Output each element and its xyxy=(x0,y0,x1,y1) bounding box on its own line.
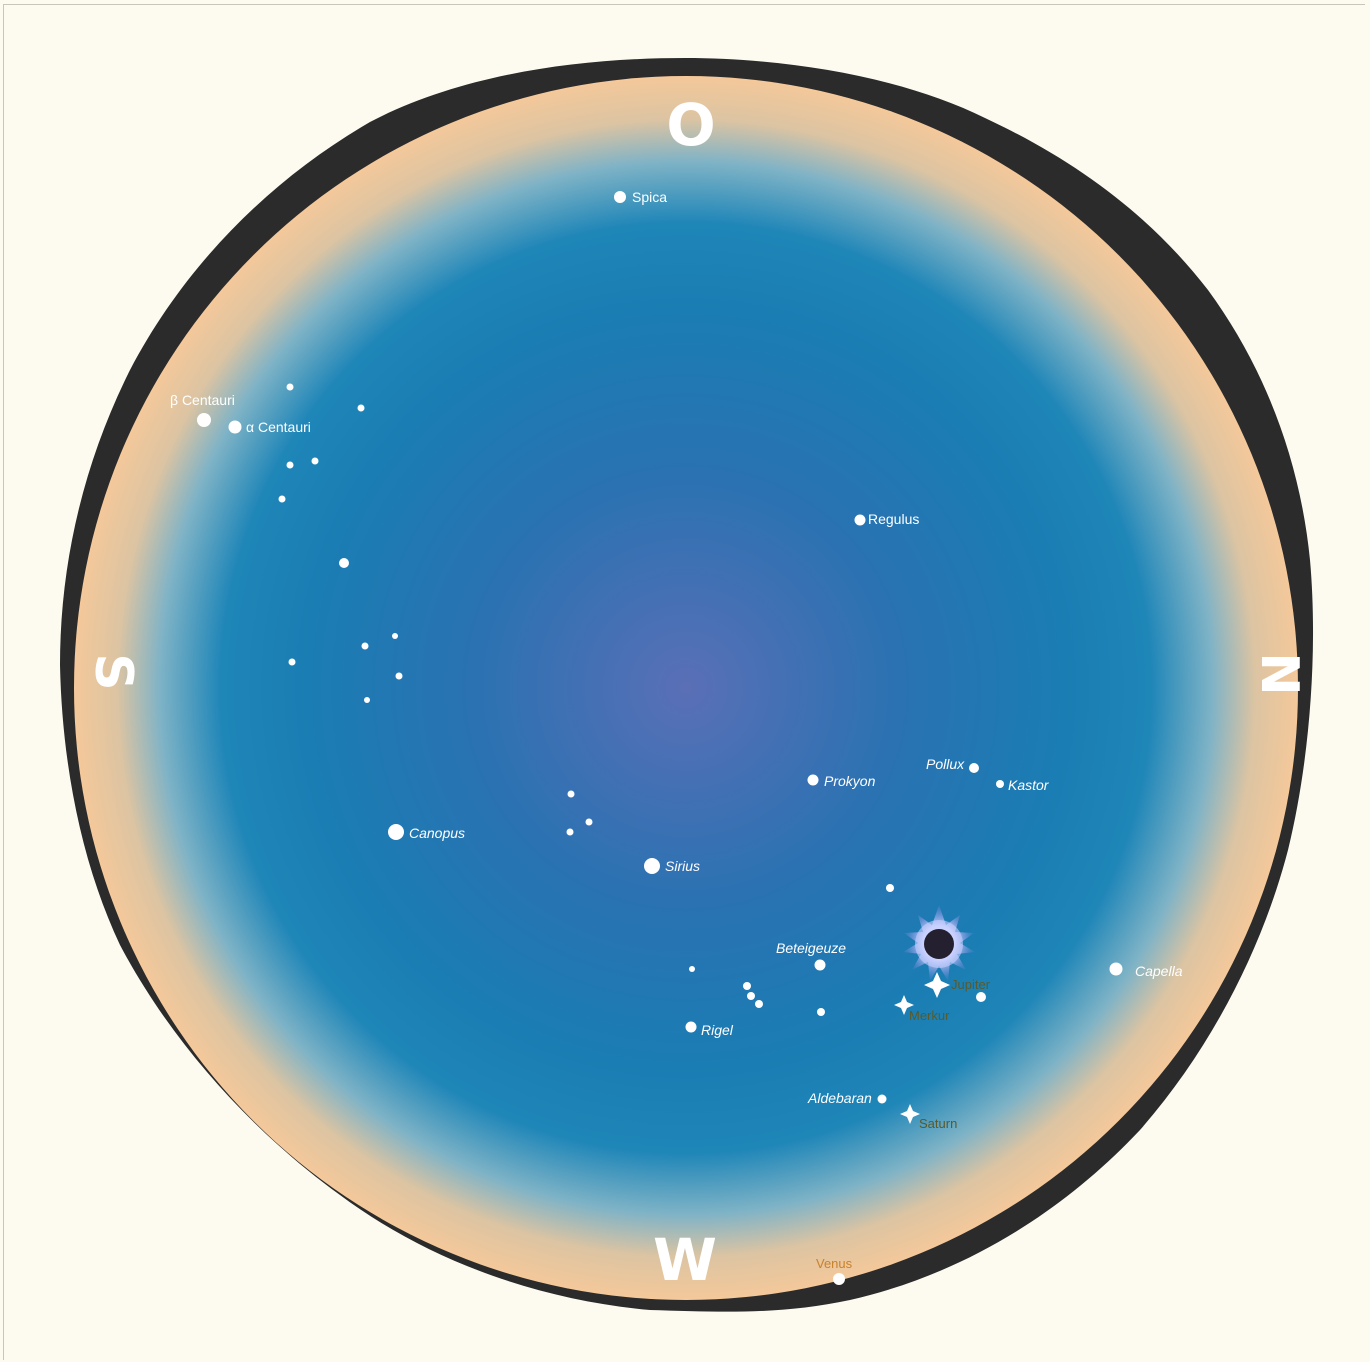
label-alpha-centauri: α Centauri xyxy=(246,419,311,435)
label-kastor: Kastor xyxy=(1008,777,1050,793)
label-venus: Venus xyxy=(816,1256,853,1271)
star-prokyon xyxy=(807,774,819,786)
star xyxy=(747,992,755,1000)
star xyxy=(392,633,398,639)
star xyxy=(339,558,349,568)
star xyxy=(286,383,294,391)
label-pollux: Pollux xyxy=(926,756,965,772)
label-canopus: Canopus xyxy=(409,825,465,841)
star-capella xyxy=(1109,962,1123,976)
star xyxy=(567,790,575,798)
eclipsed-sun-icon xyxy=(903,905,975,981)
star-beta-centauri xyxy=(197,413,211,427)
label-beta-centauri: β Centauri xyxy=(170,392,235,408)
label-capella: Capella xyxy=(1135,963,1183,979)
star xyxy=(278,495,286,503)
star xyxy=(817,1008,825,1016)
star xyxy=(357,404,365,412)
star-rigel xyxy=(685,1021,697,1033)
star-alpha-centauri xyxy=(228,420,242,434)
four-point-star-icon xyxy=(894,995,914,1015)
star xyxy=(311,457,319,465)
direction-left: S xyxy=(83,653,143,690)
star-spica xyxy=(614,191,626,203)
label-saturn: Saturn xyxy=(919,1116,957,1131)
star xyxy=(566,828,574,836)
direction-bottom: W xyxy=(653,1226,717,1294)
direction-right: N xyxy=(1249,652,1309,696)
planet-saturn: Saturn xyxy=(900,1104,957,1131)
direction-top: O xyxy=(666,91,715,159)
label-aldebaran: Aldebaran xyxy=(807,1090,872,1106)
label-merkur: Merkur xyxy=(909,1008,950,1023)
star xyxy=(585,818,593,826)
star xyxy=(743,982,751,990)
star xyxy=(364,697,370,703)
star xyxy=(976,992,986,1002)
star-regulus xyxy=(854,514,866,526)
star-canopus xyxy=(388,824,404,840)
four-point-star-icon xyxy=(924,972,950,998)
label-jupiter: Jupiter xyxy=(951,977,991,992)
label-beteigeuze: Beteigeuze xyxy=(776,940,846,956)
star xyxy=(395,672,403,680)
label-rigel: Rigel xyxy=(701,1022,734,1038)
star xyxy=(755,1000,763,1008)
label-sirius: Sirius xyxy=(665,858,700,874)
label-prokyon: Prokyon xyxy=(824,773,876,789)
star xyxy=(288,658,296,666)
figure-frame xyxy=(3,4,1365,1360)
sky-disk xyxy=(74,76,1298,1300)
four-point-star-icon xyxy=(900,1104,920,1124)
star xyxy=(689,966,695,972)
star xyxy=(886,884,894,892)
star-kastor xyxy=(996,780,1004,788)
star-aldebaran xyxy=(877,1094,887,1104)
unnamed-stars xyxy=(278,383,986,1016)
star xyxy=(286,461,294,469)
label-spica: Spica xyxy=(632,189,667,205)
star-sirius xyxy=(644,858,660,874)
planet-venus: Venus xyxy=(816,1256,853,1285)
label-regulus: Regulus xyxy=(868,511,919,527)
star-beteigeuze xyxy=(814,959,826,971)
star-pollux xyxy=(969,763,979,773)
star xyxy=(361,642,369,650)
planet-jupiter: Jupiter xyxy=(924,972,991,998)
planet-merkur: Merkur xyxy=(894,995,950,1023)
